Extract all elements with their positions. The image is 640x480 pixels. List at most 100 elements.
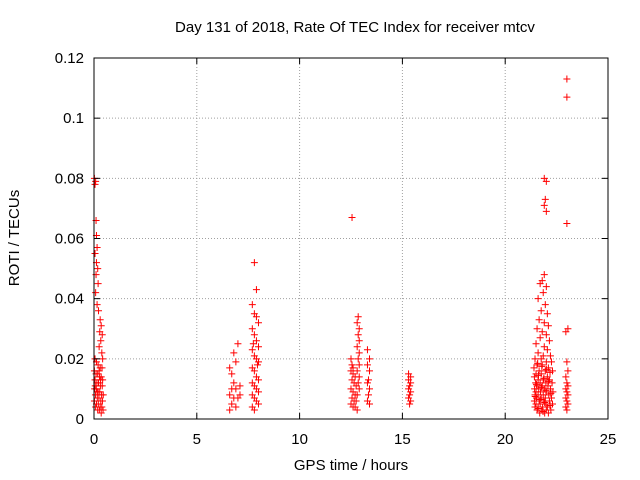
data-point bbox=[539, 289, 547, 297]
data-point bbox=[254, 376, 262, 384]
data-point bbox=[536, 395, 544, 403]
data-point bbox=[541, 195, 549, 203]
data-point bbox=[544, 409, 552, 417]
data-point bbox=[563, 358, 571, 366]
data-point bbox=[563, 388, 571, 396]
data-point bbox=[91, 250, 99, 258]
data-point bbox=[534, 404, 542, 412]
data-point bbox=[541, 301, 549, 309]
data-point bbox=[563, 379, 571, 387]
data-point bbox=[548, 379, 556, 387]
data-point bbox=[562, 328, 570, 336]
data-point bbox=[250, 406, 258, 414]
data-point bbox=[364, 391, 372, 399]
axis-ticks: 0 5 10 15 20 25 0 0.02 0.04 0.06 0.08 0.1 0.12 bbox=[55, 50, 617, 448]
data-point bbox=[542, 386, 550, 394]
data-point bbox=[542, 331, 550, 339]
data-point bbox=[540, 374, 548, 382]
data-point bbox=[254, 400, 262, 408]
data-points bbox=[90, 75, 572, 417]
data-point bbox=[228, 400, 236, 408]
data-point bbox=[406, 382, 414, 390]
data-point bbox=[406, 400, 414, 408]
data-point bbox=[532, 340, 540, 348]
data-point bbox=[253, 361, 261, 369]
y-tick-label: 0.02 bbox=[55, 351, 84, 368]
data-point bbox=[226, 364, 234, 372]
y-axis-label: ROTI / TECUs bbox=[6, 190, 23, 286]
data-point bbox=[562, 394, 570, 402]
data-point bbox=[99, 391, 107, 399]
data-point bbox=[544, 377, 552, 385]
data-point bbox=[363, 379, 371, 387]
data-point bbox=[99, 355, 107, 363]
x-tick-label: 25 bbox=[600, 431, 617, 448]
data-point bbox=[546, 401, 554, 409]
data-point bbox=[562, 403, 570, 411]
data-point bbox=[366, 400, 374, 408]
data-point bbox=[535, 316, 543, 324]
data-point bbox=[355, 337, 363, 345]
x-tick-label: 15 bbox=[394, 431, 411, 448]
data-point bbox=[97, 322, 105, 330]
data-point bbox=[234, 340, 242, 348]
data-point bbox=[534, 359, 542, 367]
y-tick-label: 0.06 bbox=[55, 231, 84, 248]
data-point bbox=[99, 406, 107, 414]
data-point bbox=[537, 355, 545, 363]
data-point bbox=[248, 346, 256, 354]
data-point bbox=[539, 407, 547, 415]
x-tick-label: 20 bbox=[497, 431, 514, 448]
data-point bbox=[232, 358, 240, 366]
data-point bbox=[95, 307, 103, 315]
data-point bbox=[538, 362, 546, 370]
data-point bbox=[563, 75, 571, 83]
data-point bbox=[533, 325, 541, 333]
chart-title: Day 131 of 2018, Rate Of TEC Index for r… bbox=[175, 19, 535, 36]
data-point bbox=[366, 355, 374, 363]
data-point bbox=[254, 388, 262, 396]
data-point bbox=[254, 358, 262, 366]
data-point bbox=[542, 365, 550, 373]
data-point bbox=[232, 403, 240, 411]
data-point bbox=[543, 310, 551, 318]
data-point bbox=[547, 389, 555, 397]
data-point bbox=[355, 385, 363, 393]
data-point bbox=[354, 379, 362, 387]
data-point bbox=[531, 355, 539, 363]
data-point bbox=[97, 337, 105, 345]
data-point bbox=[541, 398, 549, 406]
data-point bbox=[355, 373, 363, 381]
data-point bbox=[352, 397, 360, 405]
data-point bbox=[91, 180, 99, 188]
data-point bbox=[94, 280, 102, 288]
data-point bbox=[93, 301, 101, 309]
data-point bbox=[542, 283, 550, 291]
data-point bbox=[250, 259, 258, 267]
data-point bbox=[536, 334, 544, 342]
data-point bbox=[562, 385, 570, 393]
data-point bbox=[92, 177, 100, 185]
data-point bbox=[534, 349, 542, 357]
data-point bbox=[538, 328, 546, 336]
data-point bbox=[542, 177, 550, 185]
data-point bbox=[348, 361, 356, 369]
data-point bbox=[537, 307, 545, 315]
x-axis-label: GPS time / hours bbox=[294, 457, 408, 474]
data-point bbox=[250, 367, 258, 375]
y-tick-label: 0.08 bbox=[55, 170, 84, 187]
data-point bbox=[407, 388, 415, 396]
data-point bbox=[563, 406, 571, 414]
data-point bbox=[353, 406, 361, 414]
data-point bbox=[547, 358, 555, 366]
data-point bbox=[366, 385, 374, 393]
data-point bbox=[254, 343, 262, 351]
data-point bbox=[96, 316, 104, 324]
data-point bbox=[546, 352, 554, 360]
data-point bbox=[236, 391, 244, 399]
data-point bbox=[537, 383, 545, 391]
data-point bbox=[95, 343, 103, 351]
data-point bbox=[94, 265, 102, 273]
data-point bbox=[95, 367, 103, 375]
